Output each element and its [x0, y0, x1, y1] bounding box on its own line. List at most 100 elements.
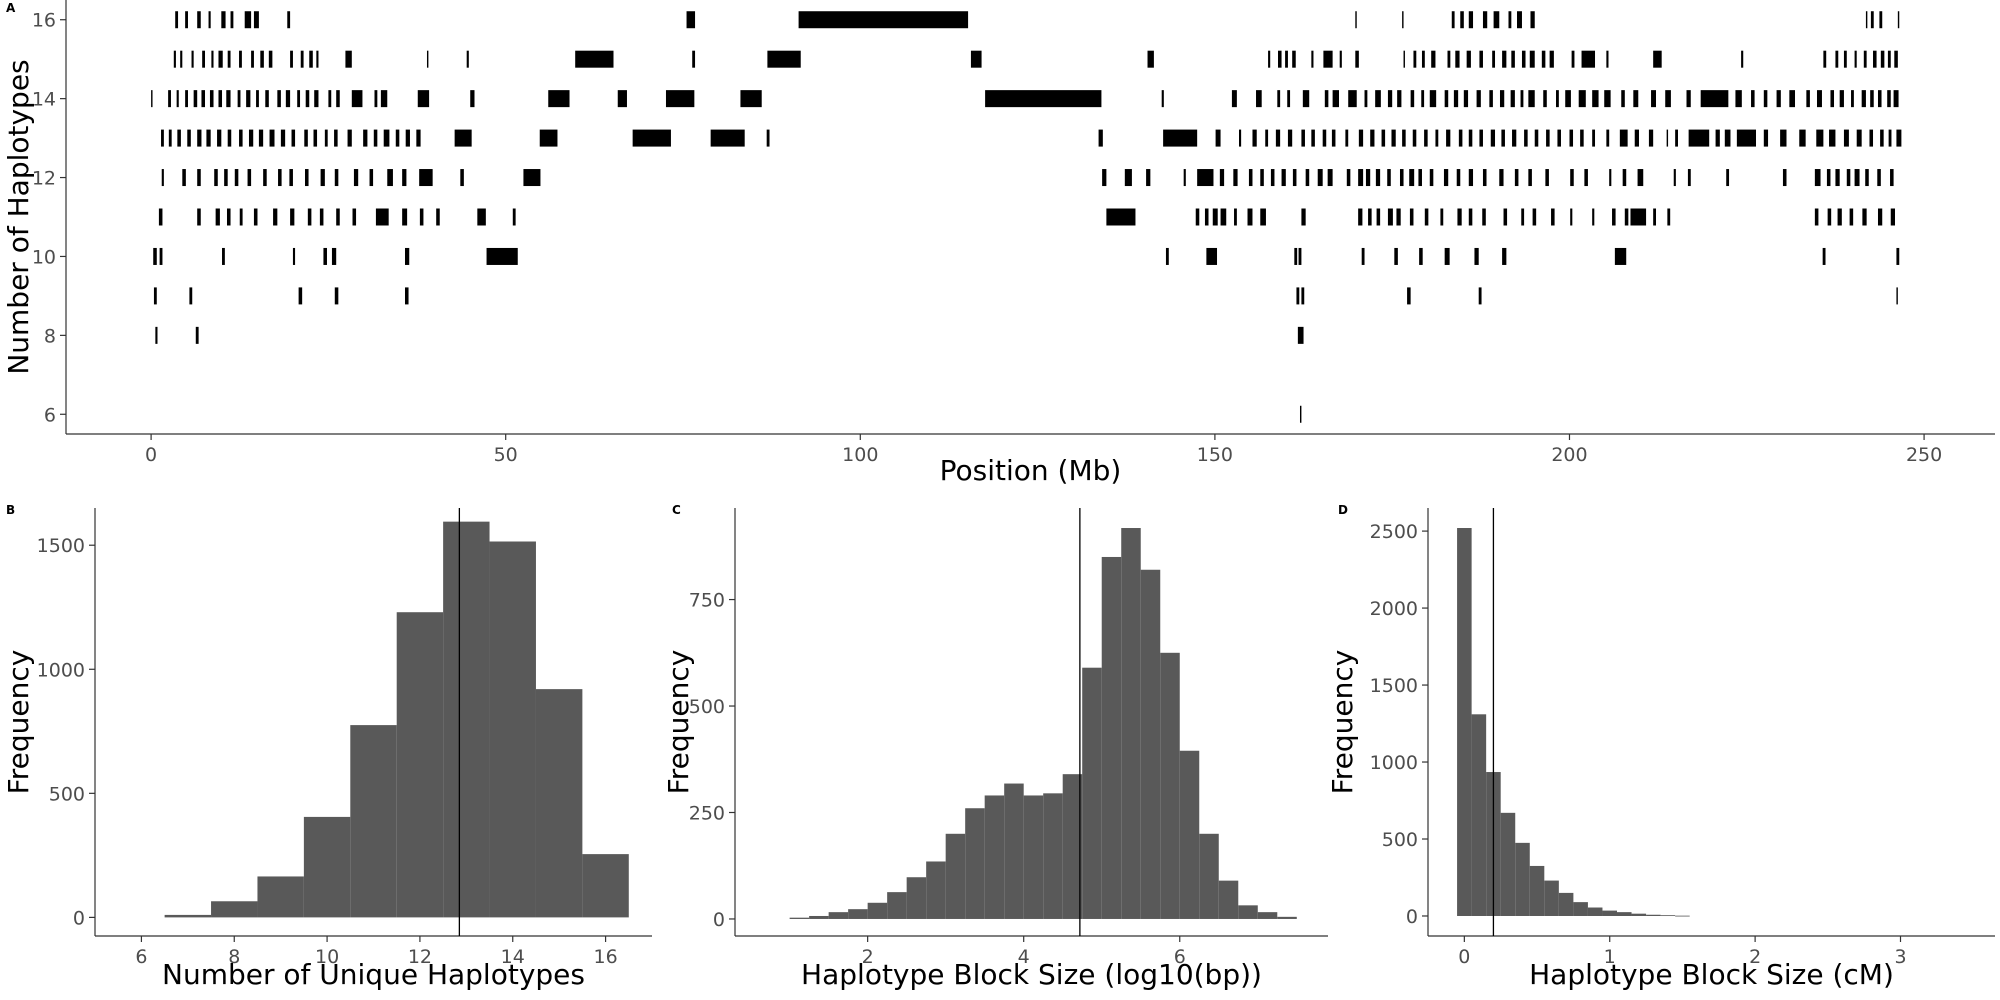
- haplotype-block: [214, 169, 218, 187]
- haplotype-block: [466, 50, 469, 68]
- haplotype-block: [195, 326, 199, 344]
- histogram-bar: [809, 915, 829, 919]
- haplotype-block: [1521, 50, 1526, 68]
- histogram-bar: [1257, 912, 1278, 919]
- haplotype-block: [1651, 90, 1657, 108]
- haplotype-block: [1381, 129, 1386, 147]
- haplotype-block: [1877, 208, 1883, 226]
- haplotype-block: [1543, 90, 1547, 108]
- haplotype-block: [1751, 90, 1755, 108]
- haplotype-block: [1247, 208, 1253, 226]
- haplotype-block: [197, 11, 201, 29]
- haplotype-block: [1324, 90, 1329, 108]
- x-tick-label: 12: [408, 946, 432, 968]
- haplotype-block: [1260, 169, 1264, 187]
- haplotype-block: [1835, 50, 1839, 68]
- haplotype-block: [1624, 208, 1629, 226]
- haplotype-block: [334, 169, 339, 187]
- haplotype-block: [404, 287, 409, 305]
- haplotype-block: [1854, 169, 1860, 187]
- haplotype-block: [1234, 208, 1237, 226]
- haplotype-block: [1896, 129, 1902, 147]
- histogram-bar: [1043, 793, 1063, 919]
- haplotype-block: [334, 287, 339, 305]
- histogram-bar: [1660, 915, 1676, 917]
- haplotype-block: [351, 90, 363, 108]
- haplotype-block: [1630, 208, 1647, 226]
- histogram-bar: [535, 689, 583, 918]
- haplotype-block: [234, 169, 239, 187]
- histogram-bar: [789, 917, 810, 919]
- haplotype-block: [1358, 169, 1364, 187]
- y-tick-label: 750: [689, 590, 725, 612]
- haplotype-block: [1402, 129, 1406, 147]
- haplotype-block: [1806, 90, 1810, 108]
- histogram-bar: [1646, 914, 1661, 916]
- haplotype-block: [1877, 90, 1882, 108]
- histogram-bar: [867, 902, 888, 919]
- haplotype-block: [1780, 129, 1787, 147]
- haplotype-block: [345, 50, 352, 68]
- haplotype-block: [1421, 90, 1425, 108]
- haplotype-block: [1332, 90, 1339, 108]
- panel-tag: C: [672, 503, 681, 517]
- haplotype-block: [1376, 208, 1381, 226]
- haplotype-block: [1260, 208, 1266, 226]
- haplotype-block: [436, 208, 440, 226]
- haplotype-block: [168, 129, 172, 147]
- x-tick-label: 0: [145, 444, 157, 466]
- haplotype-block: [331, 247, 337, 265]
- haplotype-block: [258, 129, 264, 147]
- haplotype-block: [798, 11, 969, 29]
- haplotype-block: [1735, 90, 1742, 108]
- histogram-bar: [1082, 667, 1102, 919]
- haplotype-block: [1327, 169, 1333, 187]
- haplotype-block: [1409, 169, 1415, 187]
- haplotype-block: [1887, 90, 1891, 108]
- histogram-bar: [1675, 915, 1690, 917]
- x-tick-label: 4: [1018, 946, 1030, 968]
- haplotype-block: [1851, 90, 1854, 108]
- haplotype-block: [227, 129, 232, 147]
- histogram-bar: [1218, 880, 1239, 919]
- haplotype-block: [1501, 129, 1505, 147]
- haplotype-block: [1528, 90, 1535, 108]
- haplotype-block: [470, 90, 475, 108]
- haplotype-block: [1346, 169, 1351, 187]
- haplotype-block: [1446, 129, 1451, 147]
- haplotype-block: [208, 11, 211, 29]
- haplotype-block: [1499, 169, 1504, 187]
- histogram-bar: [443, 521, 490, 918]
- y-tick-label: 2000: [1370, 598, 1418, 620]
- haplotype-block: [1829, 129, 1836, 147]
- haplotype-block: [1893, 90, 1899, 108]
- y-tick-label: 500: [689, 696, 725, 718]
- haplotype-block: [277, 90, 281, 108]
- histogram-bar: [828, 912, 849, 919]
- haplotype-block: [1503, 208, 1508, 226]
- haplotype-block: [373, 129, 378, 147]
- haplotype-block: [1440, 208, 1444, 226]
- haplotype-block: [1305, 169, 1310, 187]
- haplotype-block: [1413, 50, 1417, 68]
- haplotype-block: [161, 169, 164, 187]
- haplotype-block: [1532, 208, 1537, 226]
- haplotype-block: [1571, 50, 1575, 68]
- haplotype-block: [1549, 50, 1554, 68]
- haplotype-block: [305, 90, 310, 108]
- haplotype-block: [1856, 129, 1862, 147]
- haplotype-block: [215, 208, 220, 226]
- haplotype-block: [417, 90, 430, 108]
- haplotype-block: [287, 11, 291, 29]
- haplotype-block: [248, 129, 254, 147]
- haplotype-block: [1299, 405, 1302, 423]
- haplotype-block: [1479, 129, 1483, 147]
- haplotype-block: [1102, 169, 1107, 187]
- haplotype-block: [1231, 90, 1237, 108]
- haplotype-block: [1570, 208, 1573, 226]
- haplotype-block: [285, 90, 291, 108]
- haplotype-block: [1453, 90, 1459, 108]
- histogram-bar: [965, 808, 985, 919]
- histogram-bar: [303, 816, 351, 918]
